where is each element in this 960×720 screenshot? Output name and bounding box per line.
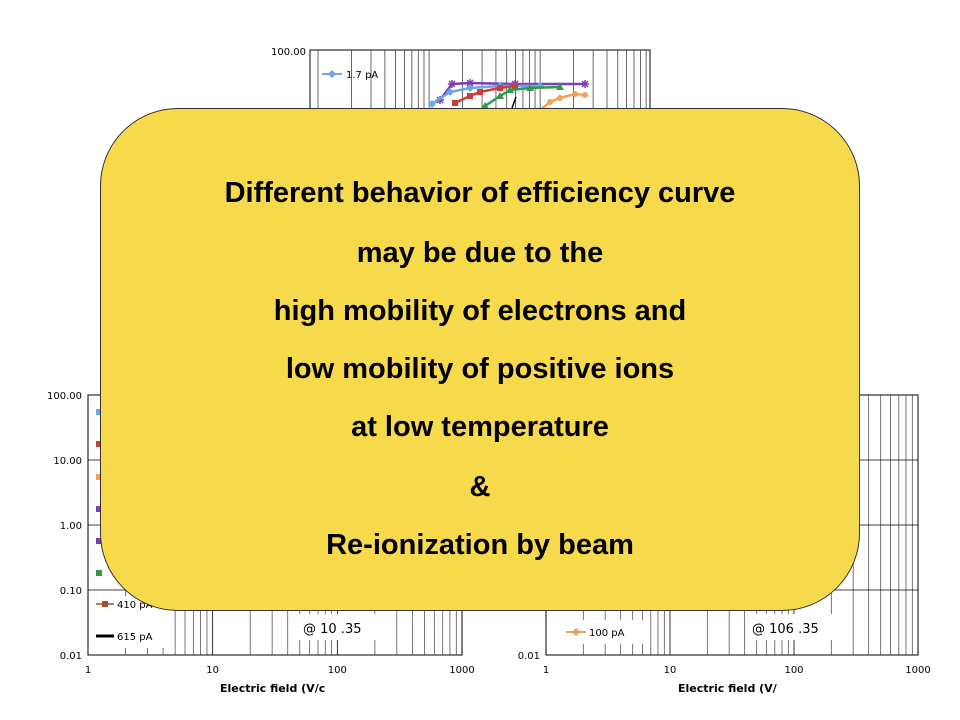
data-point: [496, 92, 504, 99]
legend-marker: [96, 474, 102, 480]
annotation-bg: [746, 614, 848, 640]
data-point: [428, 100, 436, 108]
callout-line-3: high mobility of electrons and: [273, 295, 687, 327]
x-tick-label: 10: [664, 665, 677, 676]
y-tick-label: 0.10: [60, 586, 82, 597]
data-point: [547, 99, 553, 105]
legend-marker: [96, 570, 102, 576]
callout-line-2: may be due to the: [356, 237, 604, 269]
callout-box: Different behavior of efficiency curve m…: [100, 108, 860, 611]
legend-label: 615 pA: [117, 632, 153, 643]
x-axis-label: Electric field (V/c: [220, 682, 325, 695]
x-axis-label: Electric field (V/: [678, 682, 778, 695]
data-point: [526, 84, 534, 91]
legend-label: 1.7 pA: [346, 70, 378, 81]
y-tick-label: 100.00: [47, 391, 82, 402]
data-point: [481, 102, 489, 109]
legend-marker: [572, 628, 580, 636]
data-point: [506, 86, 514, 93]
annotation-arrow: [511, 96, 517, 109]
callout-line-7: Re-ionization by beam: [326, 529, 634, 561]
y-tick-label: 100.00: [271, 47, 306, 58]
legend-marker: [96, 441, 102, 447]
data-point: [582, 92, 588, 98]
data-point: [572, 91, 578, 97]
data-point: [556, 83, 564, 90]
callout-line-1: Different behavior of efficiency curve: [224, 177, 736, 209]
y-tick-label: 10.00: [53, 456, 82, 467]
x-tick-label: 100: [784, 665, 803, 676]
legend-label: 410 pA: [117, 600, 153, 611]
data-point: [477, 89, 483, 95]
y-tick-label: 0.01: [60, 651, 82, 662]
legend-label: 100 pA: [589, 628, 625, 639]
legend-marker: [102, 601, 108, 607]
data-point: [497, 85, 503, 91]
condition-annotation: @ 10 .35: [303, 622, 361, 637]
x-tick-label: 1: [543, 665, 549, 676]
data-point: [557, 95, 563, 101]
x-tick-label: 100: [328, 665, 347, 676]
data-point: [466, 84, 474, 92]
data-point: [452, 100, 458, 106]
data-point: [581, 80, 589, 88]
data-point: [448, 80, 456, 88]
data-point: [446, 88, 454, 96]
callout-line-5: at low temperature: [351, 411, 609, 443]
callout-line-4: low mobility of positive ions: [285, 353, 675, 385]
data-point: [467, 93, 473, 99]
callout-line-6: &: [469, 471, 491, 503]
x-tick-label: 1000: [449, 665, 474, 676]
legend-marker: [328, 70, 336, 78]
legend-marker: [96, 506, 102, 512]
y-tick-label: 1.00: [60, 521, 82, 532]
y-tick-label: 0.01: [518, 651, 540, 662]
annotation-bg: [296, 614, 392, 640]
x-tick-label: 1000: [905, 665, 930, 676]
legend-marker: [96, 409, 102, 415]
data-point: [512, 83, 518, 89]
condition-annotation: @ 106 .35: [752, 622, 819, 637]
legend-marker: [96, 538, 102, 544]
x-tick-label: 1: [85, 665, 91, 676]
x-tick-label: 10: [206, 665, 219, 676]
